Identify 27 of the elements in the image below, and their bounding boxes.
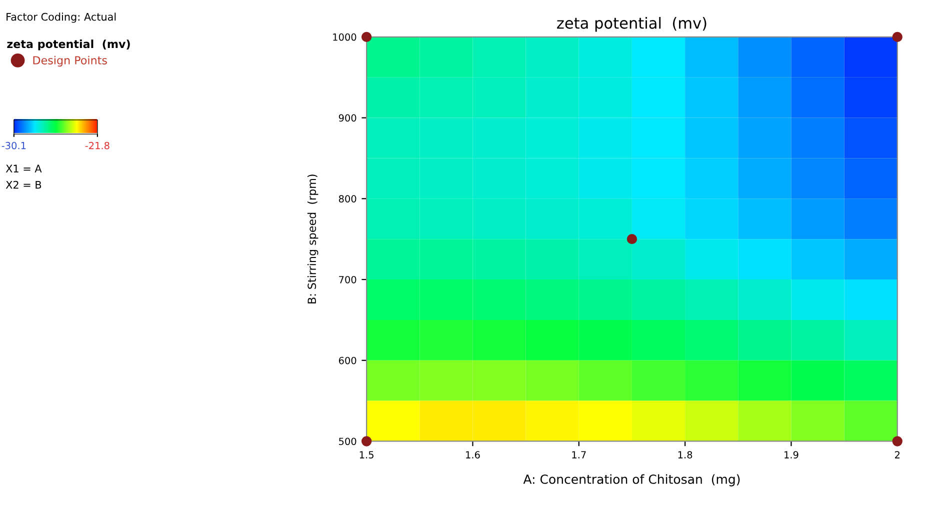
- point: [361, 32, 372, 42]
- point: [892, 436, 902, 446]
- text: Factor Coding: Actual: [6, 12, 116, 23]
- point: [361, 436, 372, 446]
- text: X1 = A: [6, 164, 42, 172]
- x-tick-label: 1.5: [360, 451, 374, 458]
- x-tick-label: 2: [894, 451, 900, 458]
- x-tick-label: 1.8: [678, 451, 692, 458]
- legend-title: zeta potential (mv): [7, 40, 130, 50]
- color-bar-label: -30.1: [2, 142, 26, 150]
- x-tick-label: 1.6: [466, 451, 480, 458]
- y-tick-label: 700: [339, 276, 356, 284]
- y-tick-label: 800: [338, 195, 356, 202]
- x-tick-label: 1.9: [784, 451, 798, 458]
- y-axis-title: B: Stirring speed (rpm): [307, 174, 318, 304]
- x-tick-label: 1.7: [572, 451, 586, 458]
- color-bar-label: -21.8: [85, 142, 110, 150]
- y-tick-label: 900: [338, 114, 356, 122]
- point: [626, 234, 638, 244]
- text: X2 = B: [6, 180, 42, 189]
- y-tick-label: 600: [338, 356, 356, 364]
- legend-label: Design Points: [33, 56, 107, 67]
- y-tick-label: 500: [339, 438, 356, 446]
- point: [892, 32, 902, 42]
- x-axis-title: A: Concentration of Chitosan (mg): [523, 474, 740, 486]
- y-tick-label: 1000: [333, 33, 356, 41]
- chart-title: zeta potential (mv): [557, 16, 706, 32]
